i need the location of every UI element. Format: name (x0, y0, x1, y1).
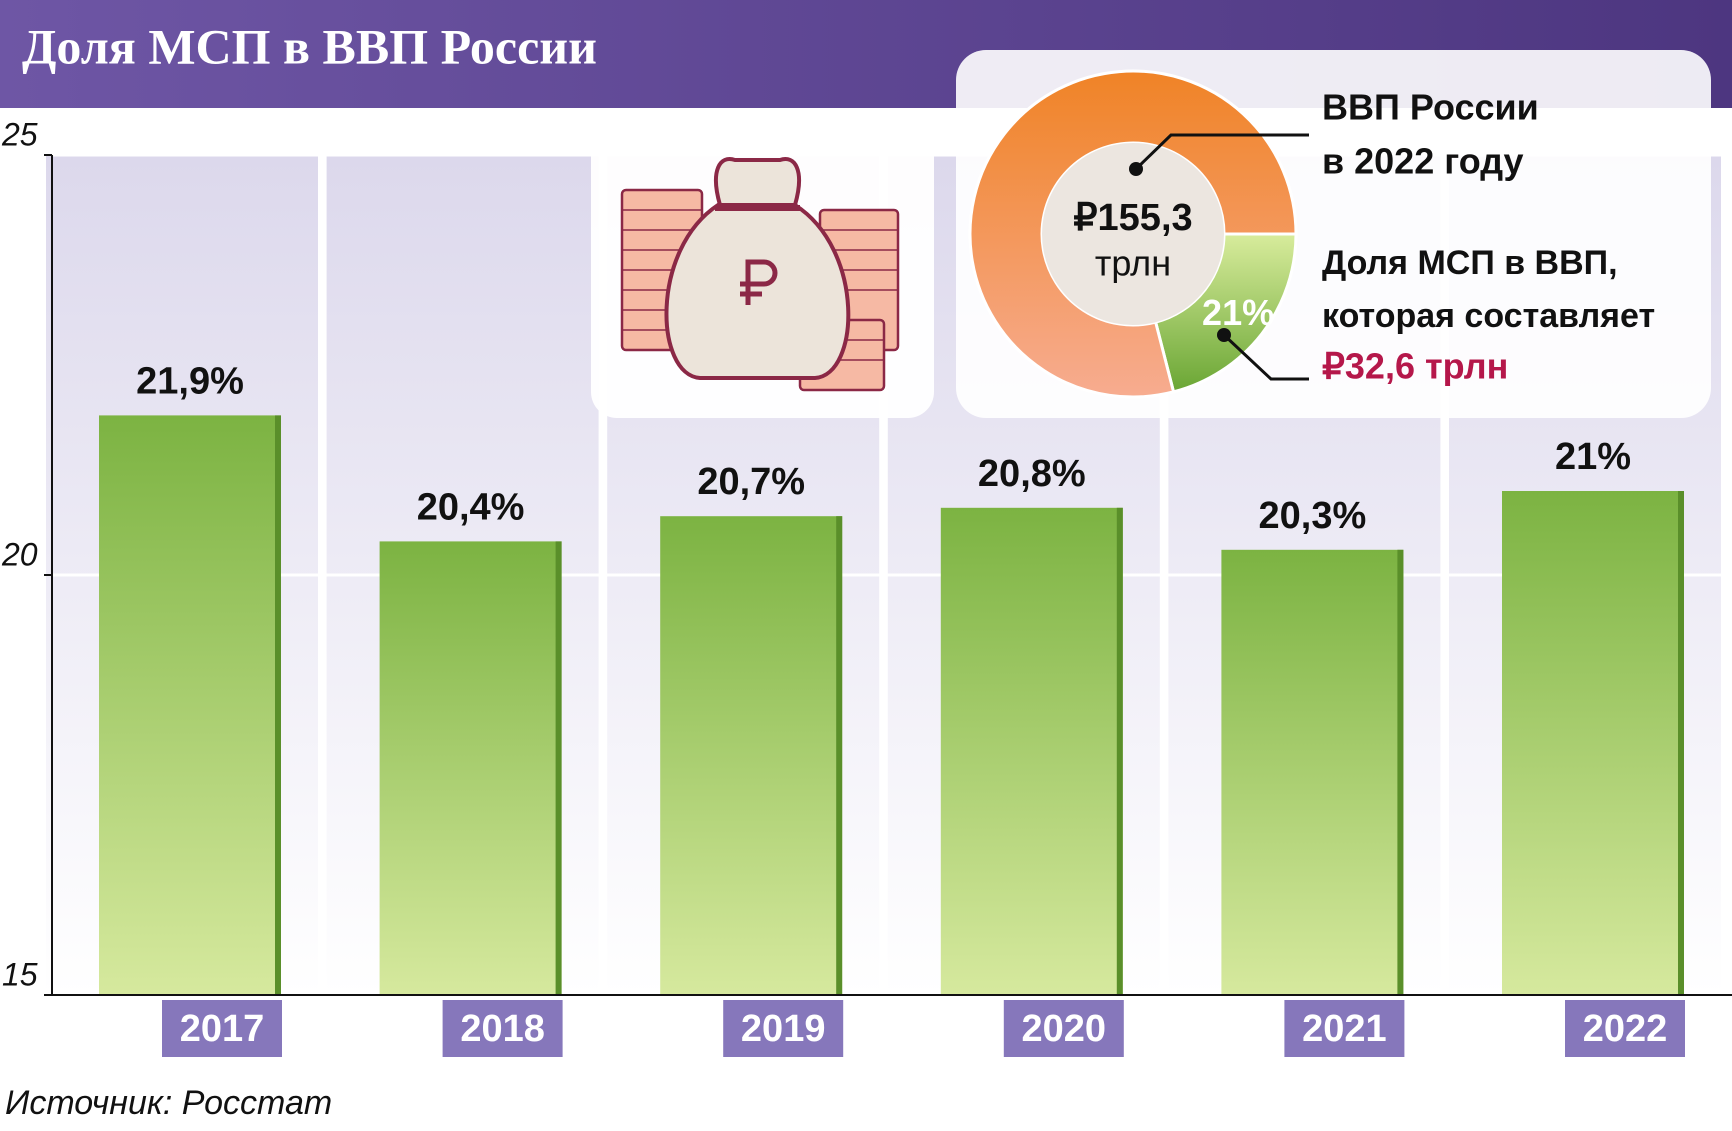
bar (1502, 491, 1684, 995)
leader-line (1134, 133, 1309, 171)
leader-dot (1129, 162, 1143, 176)
value-label: 21% (1555, 436, 1631, 478)
bar-edge (1116, 507, 1123, 995)
chart-title: Доля МСП в ВВП России (22, 18, 597, 74)
slice-label: 21% (1202, 292, 1274, 333)
bar (379, 541, 562, 995)
year-box (1284, 1000, 1405, 1057)
year-box (1003, 1000, 1124, 1057)
total-label: в 2022 году (1322, 141, 1524, 182)
total-label: ВВП России (1322, 87, 1539, 128)
year-box (1565, 1000, 1685, 1057)
x-tick-label: 2017 (180, 1008, 265, 1050)
y-tick-label: 15 (2, 956, 38, 992)
x-tick-label: 2022 (1583, 1008, 1668, 1050)
value-label: 20,8% (978, 453, 1086, 495)
leader-line (1222, 333, 1309, 381)
year-box (162, 1000, 282, 1057)
share-label: Доля МСП в ВВП, (1322, 244, 1618, 282)
x-tick-label: 2018 (460, 1008, 545, 1050)
share-amount: ₽32,6 трлн (1322, 346, 1508, 387)
bar-edge (836, 516, 843, 995)
bar-edge (1397, 549, 1404, 995)
value-label: 20,7% (697, 461, 805, 503)
money-icon (591, 119, 934, 418)
x-tick-label: 2021 (1302, 1008, 1387, 1050)
bar (1221, 549, 1404, 995)
year-box (442, 1000, 563, 1057)
pie-center (1042, 143, 1224, 325)
bar-edge (1678, 491, 1684, 995)
share-label: которая составляет (1322, 297, 1655, 335)
source: Источник: Росстат (5, 1084, 332, 1122)
bar (940, 507, 1123, 995)
y-tick-label: 25 (1, 116, 38, 152)
bar (660, 516, 843, 995)
bar-edge (275, 415, 281, 995)
bar-edge (555, 541, 562, 995)
x-tick-label: 2019 (741, 1008, 826, 1050)
year-box (723, 1000, 844, 1057)
x-tick-label: 2020 (1022, 1008, 1107, 1050)
value-label: 21,9% (136, 360, 244, 402)
center-value: ₽155,3 (1073, 197, 1192, 239)
leader-dot (1217, 328, 1231, 342)
value-label: 20,4% (417, 486, 525, 528)
value-label: 20,3% (1259, 495, 1367, 537)
center-unit: трлн (1095, 243, 1171, 284)
y-tick-label: 20 (1, 536, 38, 572)
bar (99, 415, 281, 995)
